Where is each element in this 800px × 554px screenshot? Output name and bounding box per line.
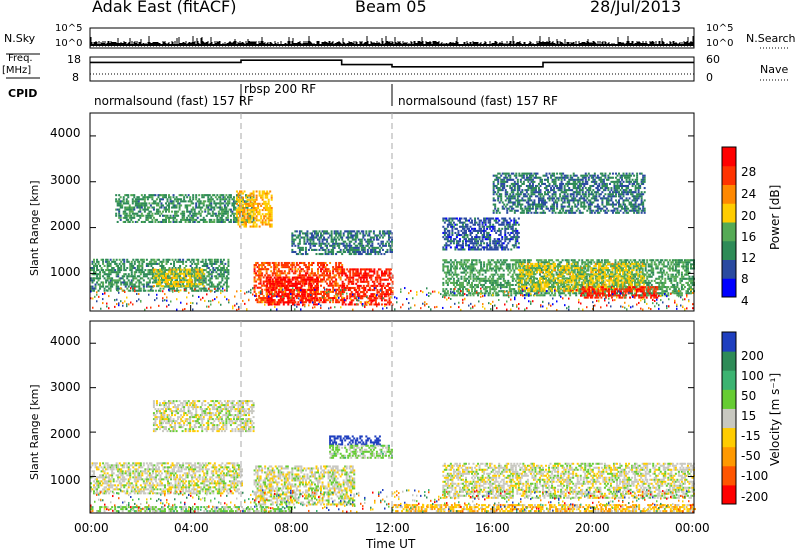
velocity-colorbar-swatch-1: [722, 484, 736, 505]
power-region-7: [291, 230, 393, 256]
power-ytick-4000: 4000: [50, 126, 81, 140]
velocity-colorbar-swatch-2: [722, 465, 736, 486]
velocity-colorbar-swatch-4: [722, 427, 736, 448]
frequency-trace: [90, 59, 694, 68]
beam-label: Beam 05: [355, 0, 427, 16]
nave-label: Nave: [760, 63, 789, 76]
velocity-region-4: [329, 435, 381, 446]
velocity-cbar-tick-50: 50: [741, 389, 757, 403]
cpid-segment-3: normalsound (fast) 157 RF: [398, 94, 558, 108]
xtick-1600: 16:00: [475, 521, 510, 535]
xtick-1200: 12:00: [375, 521, 410, 535]
velocity-region-7: [392, 504, 696, 513]
freq-frame: [89, 56, 695, 82]
velocity-colorbar-swatch-3: [722, 446, 736, 467]
power-region-9: [442, 217, 520, 251]
velocity-region-6: [442, 462, 695, 499]
power-colorbar-swatch-6: [722, 184, 736, 204]
nsearch-tick-high: 10^5: [706, 23, 734, 34]
nave-tick-low: 0: [706, 71, 713, 84]
station-title: Adak East (fitACF): [92, 0, 237, 16]
power-colorbar-swatch-3: [722, 240, 736, 260]
velocity-region-5: [329, 444, 393, 459]
power-cbar-tick-4: 4: [741, 294, 749, 308]
nsearch-tick-low: 10^0: [706, 38, 734, 49]
power-cbar-tick-28: 28: [741, 165, 757, 179]
nave-tick-high: 60: [706, 53, 720, 66]
velocity-colorbar-frame: [721, 331, 737, 505]
velocity-cbar-tick-100: 100: [741, 369, 764, 383]
nsky-label: N.Sky: [4, 32, 36, 45]
power-colorbar-frame: [721, 146, 737, 298]
nsearch-label: N.Search: [746, 32, 796, 45]
velocity-colorbar-swatch-7: [722, 370, 736, 390]
xtick-2000: 20:00: [575, 521, 610, 535]
velocity-cbar-tick-m200: -200: [741, 490, 769, 504]
velocity-colorbar-swatch-9: [722, 332, 736, 352]
xtick-0800: 08:00: [274, 521, 309, 535]
xtick-0400: 04:00: [174, 521, 209, 535]
velocity-cbar-tick-15: 15: [741, 409, 757, 423]
velocity-region-3: [152, 400, 255, 433]
power-ytick-3000: 3000: [50, 173, 81, 187]
velocity-ytick-2000: 2000: [50, 427, 81, 441]
power-colorbar-swatch-8: [722, 147, 736, 167]
power-region-3: [115, 194, 255, 223]
power-region-13: [492, 172, 646, 214]
cpid-segment-2: rbsp 200 RF: [244, 82, 317, 96]
power-near-range-scatter: [90, 287, 694, 311]
velocity-colorbar-swatch-5: [722, 408, 736, 429]
power-region-6: [266, 276, 318, 306]
nsky-tick-low: 10^0: [55, 38, 83, 49]
velocity-region-2: [253, 465, 356, 506]
freq-tick-high: 18: [67, 53, 81, 66]
velocity-cbar-tick-200: 200: [741, 349, 764, 363]
power-colorbar-swatch-4: [722, 222, 736, 242]
power-region-2: [152, 268, 205, 288]
power-cbar-tick-20: 20: [741, 209, 757, 223]
cpid-segment-1: normalsound (fast) 157 RF: [94, 94, 254, 108]
power-cbar-tick-24: 24: [741, 187, 757, 201]
velocity-near-range-scatter: [90, 489, 694, 513]
power-ytick-2000: 2000: [50, 219, 81, 233]
nsky-tick-high: 10^5: [55, 23, 83, 34]
velocity-cbar-tick-m100: -100: [741, 469, 769, 483]
cpid-label: CPID: [8, 87, 38, 100]
velocity-colorbar-swatch-6: [722, 389, 736, 409]
power-colorbar-swatch-2: [722, 259, 736, 279]
xaxis-label: Time UT: [366, 537, 416, 551]
velocity-colorbar-swatch-8: [722, 351, 736, 371]
velocity-ytick-3000: 3000: [50, 380, 81, 394]
power-region-4: [235, 190, 273, 228]
velocity-cbar-tick-m50: -50: [741, 449, 761, 463]
xtick-0000: 00:00: [74, 521, 109, 535]
power-cbar-tick-16: 16: [741, 230, 757, 244]
power-ytick-1000: 1000: [50, 265, 81, 279]
velocity-region-8: [90, 506, 293, 513]
freq-label-line1: Freq.: [8, 53, 33, 64]
freq-tick-low: 8: [72, 71, 79, 84]
velocity-region-1: [90, 462, 243, 495]
power-cbar-tick-12: 12: [741, 251, 757, 265]
freq-label-line2: [MHz]: [2, 65, 32, 76]
velocity-cbar-tick-m15: -15: [741, 429, 761, 443]
velocity-ytick-1000: 1000: [50, 473, 81, 487]
nsky-trace: [89, 36, 694, 46]
power-region-11: [517, 262, 646, 292]
power-colorbar-swatch-7: [722, 165, 736, 185]
power-colorbar-swatch-1: [722, 278, 736, 298]
velocity-ytick-4000: 4000: [50, 334, 81, 348]
power-cbar-tick-8: 8: [741, 272, 749, 286]
nsky-frame: [89, 27, 695, 49]
power-colorbar-swatch-5: [722, 203, 736, 223]
xtick-2400: 00:00: [675, 521, 710, 535]
date-label: 28/Jul/2013: [590, 0, 682, 16]
power-region-8: [341, 268, 394, 306]
